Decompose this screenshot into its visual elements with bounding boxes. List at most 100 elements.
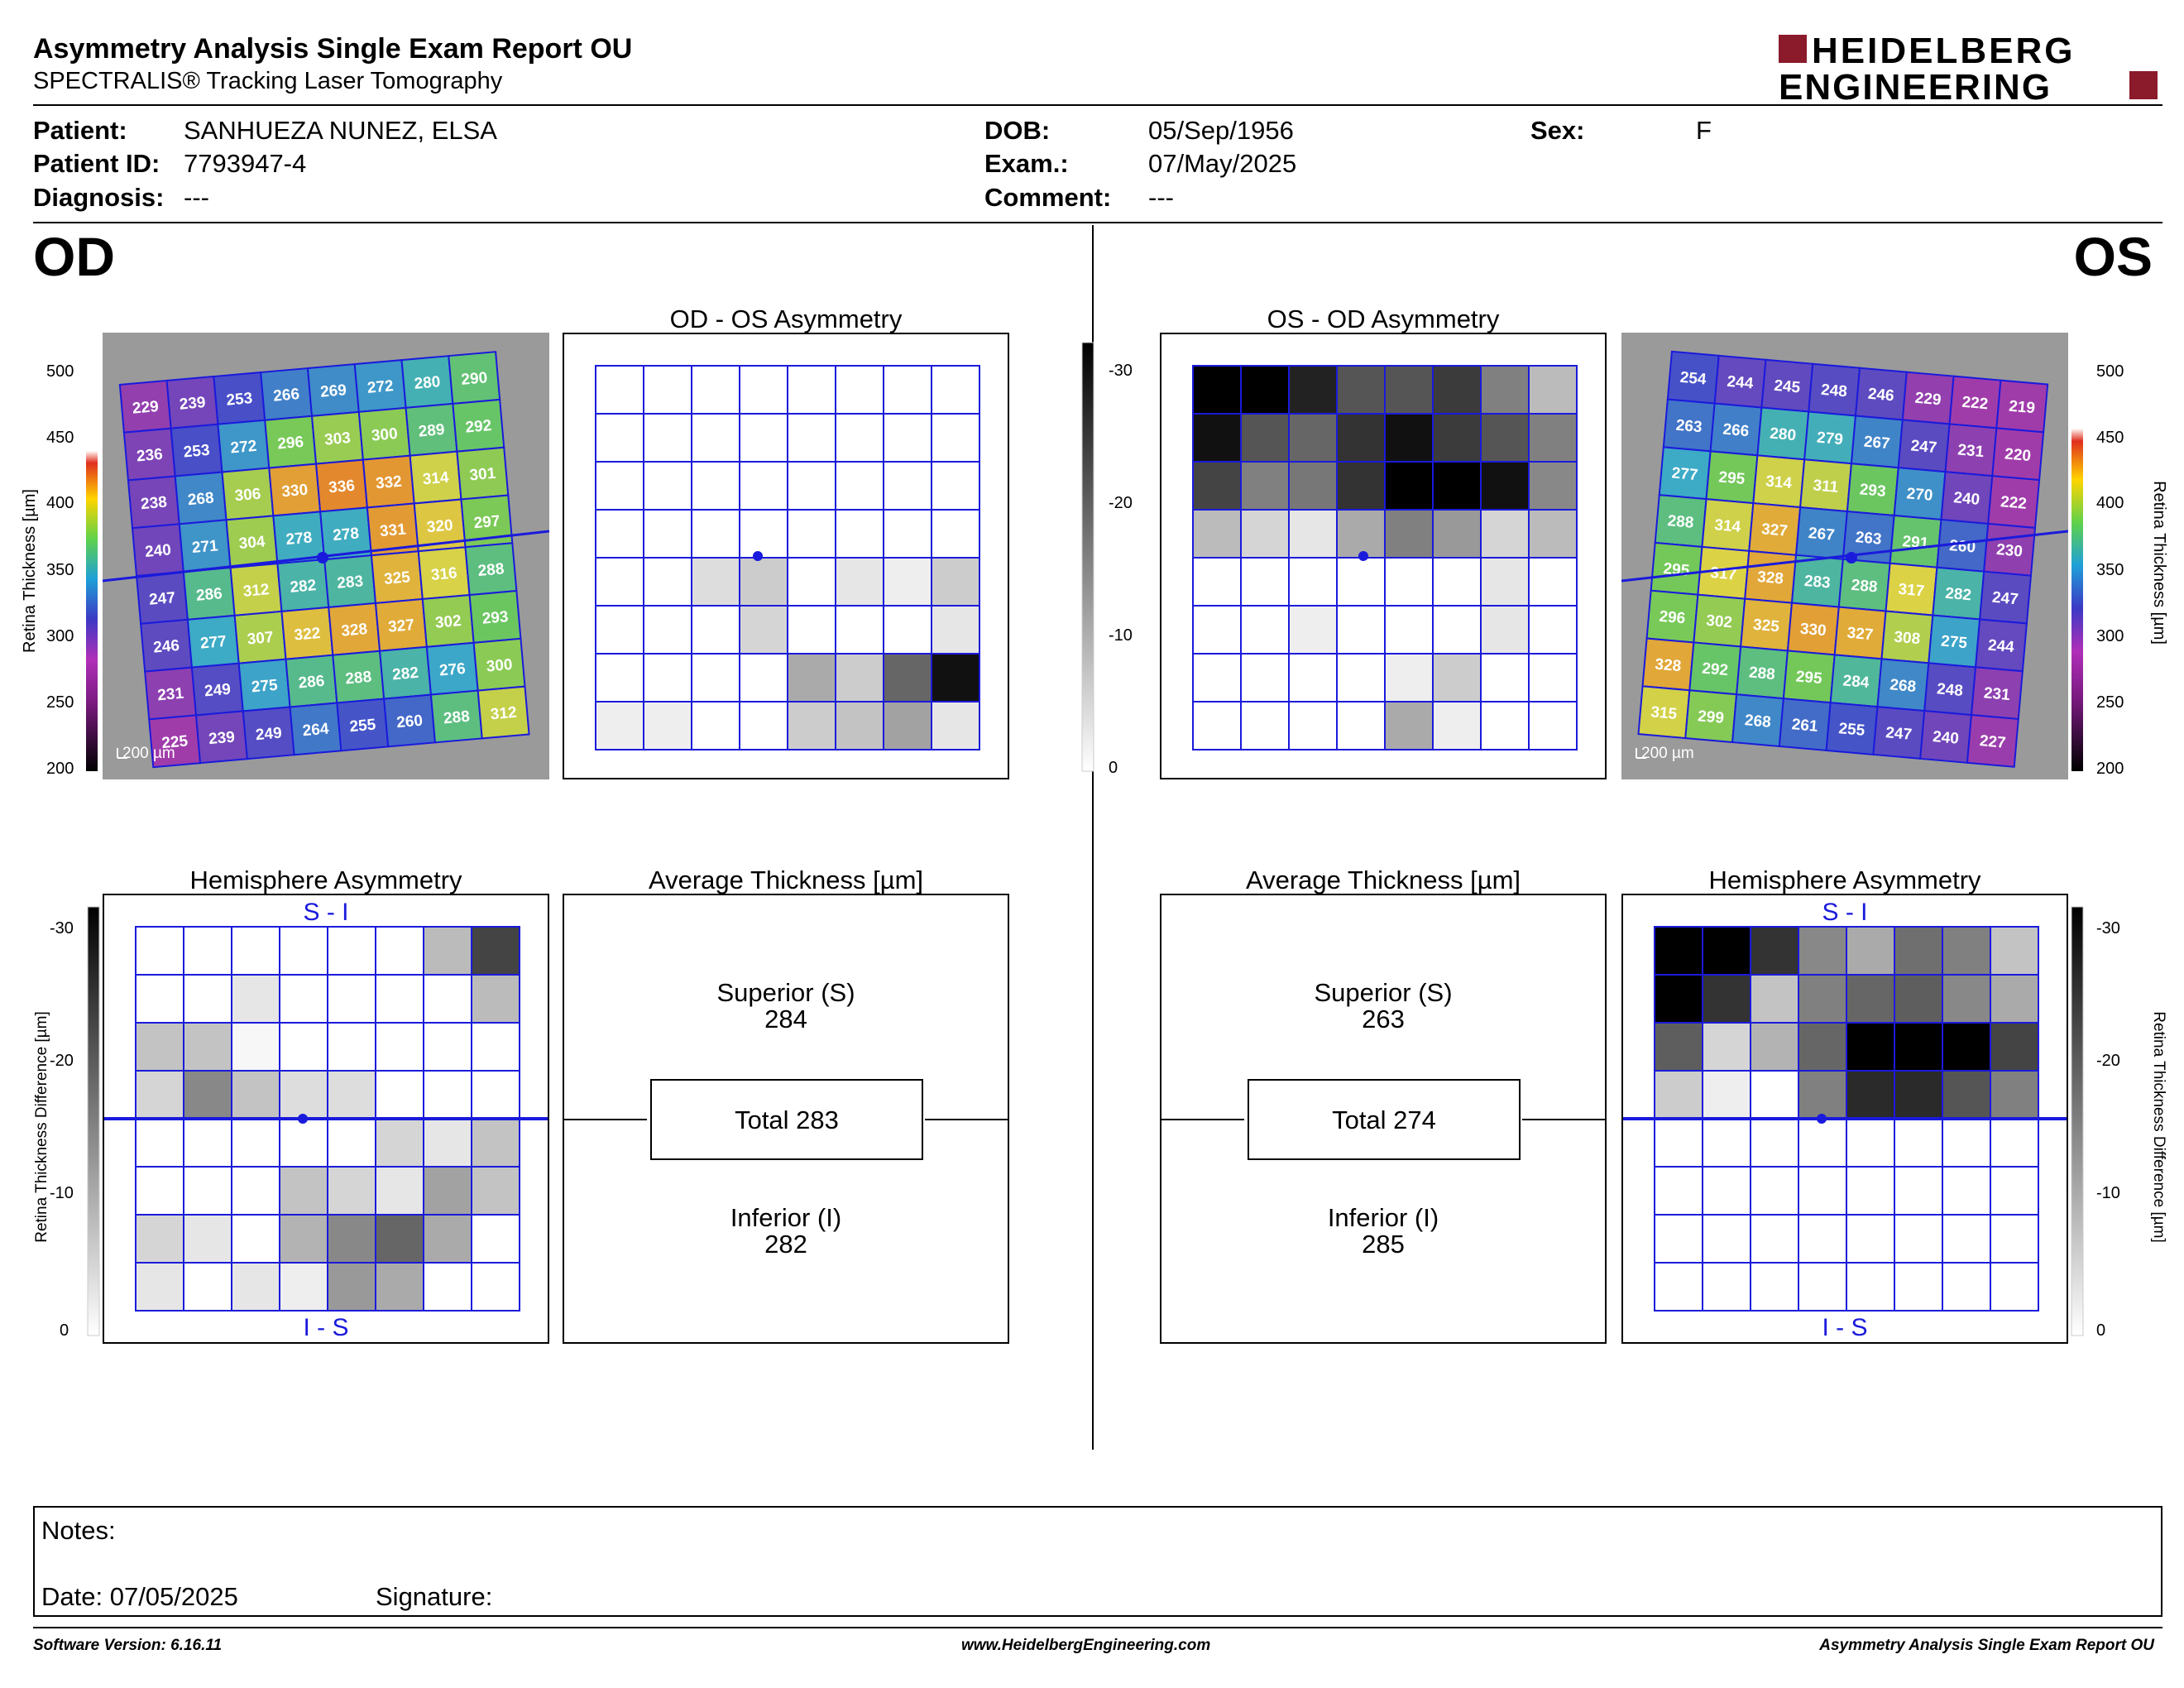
- notes-box[interactable]: Notes: Date: 07/05/2025 Signature:: [33, 1506, 2162, 1617]
- os-hemi-cell: [1990, 1070, 2039, 1120]
- os-thickness-value: 308: [1894, 629, 1921, 649]
- os-thickness-value: 311: [1813, 477, 1840, 496]
- svg-text:-20: -20: [1109, 494, 1133, 512]
- os-superior-value: 263: [1362, 1005, 1405, 1033]
- os-thickness-value: 231: [1957, 441, 1985, 461]
- os-thickness-value: 327: [1846, 625, 1874, 645]
- heidelberg-logo: HEIDELBERG ENGINEERING: [1779, 31, 2159, 108]
- si-label: S - I: [303, 899, 348, 926]
- os-hemi-cell: [1894, 926, 1943, 976]
- os-hemi-cell: [1846, 1070, 1895, 1120]
- od-hemi-cell: [327, 1070, 376, 1120]
- os-hemi-cell: [1654, 974, 1703, 1024]
- os-hemi-cell: [1654, 1166, 1703, 1216]
- os-hemi-cell: [1654, 1070, 1703, 1120]
- os-od-asymmetry-cell: [1432, 413, 1482, 463]
- od-hemi-cell: [471, 1166, 520, 1216]
- svg-text:Retina Thickness [µm]: Retina Thickness [µm]: [21, 489, 39, 653]
- patient-id-label: Patient ID:: [33, 149, 160, 178]
- website-link[interactable]: www.HeidelbergEngineering.com: [961, 1637, 1211, 1654]
- os-od-asymmetry-cell: [1192, 653, 1242, 703]
- od-os-asymmetry-cell: [595, 461, 644, 511]
- os-od-asymmetry-cell: [1432, 461, 1482, 511]
- od-thickness-cell: [477, 685, 530, 740]
- os-hemi-cell: [1942, 926, 1991, 976]
- os-hemi-cell: [1990, 974, 2039, 1024]
- os-thickness-value: 263: [1855, 529, 1882, 549]
- od-hemi-cell: [279, 926, 328, 976]
- od-inferior-label: Inferior (I): [730, 1203, 842, 1232]
- od-hemi-cell: [375, 1166, 424, 1216]
- od-thickness-value: 330: [281, 482, 309, 501]
- notes-label: Notes:: [41, 1516, 116, 1545]
- os-thickness-value: 248: [1820, 381, 1847, 401]
- diagnosis-value: ---: [184, 183, 209, 212]
- os-thickness-value: 328: [1756, 568, 1784, 588]
- od-os-asymmetry-cell: [883, 557, 932, 607]
- os-od-asymmetry-cell: [1336, 653, 1386, 703]
- report-title: Asymmetry Analysis Single Exam Report OU: [33, 33, 633, 65]
- svg-text:-30: -30: [1109, 362, 1133, 380]
- od-thickness-value: 304: [238, 533, 266, 553]
- od-os-asymmetry-cell: [739, 509, 788, 559]
- os-hemi-panel: S - I I - S: [1621, 894, 2068, 1344]
- os-hemi-cell: [1702, 1070, 1751, 1120]
- svg-text:200: 200: [46, 760, 74, 778]
- od-hemi-cell: [135, 926, 184, 976]
- od-hemi-cell: [375, 1022, 424, 1072]
- od-thickness-value: 292: [465, 417, 492, 437]
- svg-text:Retina Thickness Difference [µ: Retina Thickness Difference [µm]: [33, 1011, 50, 1243]
- os-od-asymmetry-cell: [1528, 413, 1578, 463]
- svg-text:250: 250: [46, 693, 74, 712]
- od-os-asymmetry-cell: [835, 461, 884, 511]
- od-thickness-value: 331: [379, 520, 407, 540]
- os-od-asymmetry-cell: [1288, 653, 1338, 703]
- od-os-asymmetry-cell: [643, 557, 692, 607]
- os-hemi-cell: [1750, 926, 1799, 976]
- od-os-asymmetry-cell: [883, 461, 932, 511]
- od-os-asymmetry-cell: [691, 509, 740, 559]
- os-od-asymmetry-cell: [1384, 365, 1434, 415]
- os-avg-title: Average Thickness [µm]: [1245, 866, 1521, 894]
- patient-name: SANHUEZA NUNEZ, ELSA: [184, 116, 497, 145]
- od-hemi-cell: [279, 1070, 328, 1120]
- od-os-asymmetry-cell: [739, 653, 788, 703]
- os-thickness-scale: 500 450 400 350 300 250 200 Retina Thick…: [2068, 339, 2168, 786]
- od-os-asymmetry-cell: [835, 365, 884, 415]
- os-od-asymmetry-cell: [1240, 701, 1290, 750]
- os-hemi-cell: [1798, 974, 1847, 1024]
- od-thickness-value: 240: [144, 541, 171, 561]
- os-hemi-cell: [1990, 1022, 2039, 1072]
- od-hemi-cell: [327, 926, 376, 976]
- od-thickness-value: 322: [294, 625, 321, 645]
- od-os-asymmetry-cell: [595, 509, 644, 559]
- od-os-asymmetry-cell: [787, 509, 836, 559]
- os-thickness-value: 266: [1722, 421, 1750, 441]
- od-hemi-cell: [327, 1166, 376, 1216]
- os-thickness-value: 222: [2000, 493, 2027, 513]
- od-os-asymmetry-cell: [835, 605, 884, 655]
- od-os-asymmetry-title: OD - OS Asymmetry: [669, 305, 903, 333]
- os-hemi-cell: [1798, 1214, 1847, 1264]
- od-hemi-cell: [327, 1214, 376, 1264]
- svg-text:400: 400: [2096, 494, 2124, 512]
- od-total-box: Total 283: [650, 1079, 923, 1160]
- os-thickness-value: 325: [1752, 616, 1780, 636]
- od-thickness-value: 316: [430, 564, 457, 584]
- od-os-asymmetry-cell: [787, 605, 836, 655]
- od-os-asymmetry-cell: [787, 365, 836, 415]
- fovea-marker: [753, 551, 763, 561]
- od-os-asymmetry-cell: [931, 461, 980, 511]
- od-os-asymmetry-cell: [883, 653, 932, 703]
- od-os-asymmetry-cell: [931, 557, 980, 607]
- os-od-asymmetry-cell: [1480, 509, 1530, 559]
- sex-label: Sex:: [1530, 116, 1585, 145]
- os-thickness-value: 263: [1675, 417, 1703, 437]
- od-thickness-value: 225: [161, 732, 189, 752]
- os-od-asymmetry-cell: [1384, 461, 1434, 511]
- os-total-box: Total 274: [1248, 1079, 1521, 1160]
- os-thickness-value: 227: [1979, 732, 2006, 752]
- od-os-asymmetry-cell: [787, 461, 836, 511]
- od-hemi-cell: [471, 1022, 520, 1072]
- od-os-asymmetry-cell: [643, 701, 692, 750]
